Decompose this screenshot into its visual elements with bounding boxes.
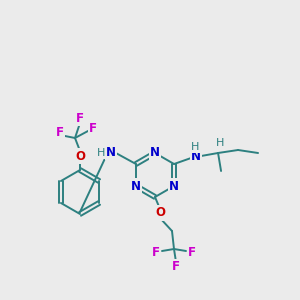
- Text: F: F: [152, 247, 160, 260]
- Text: N: N: [169, 179, 179, 193]
- Text: N: N: [106, 146, 116, 158]
- Text: N: N: [150, 146, 160, 160]
- Text: O: O: [155, 206, 165, 220]
- Text: F: F: [56, 127, 64, 140]
- Text: F: F: [76, 112, 84, 124]
- Text: O: O: [75, 149, 85, 163]
- Text: F: F: [89, 122, 97, 134]
- Text: N: N: [191, 149, 201, 163]
- Text: F: F: [172, 260, 180, 274]
- Text: N: N: [131, 179, 141, 193]
- Text: H: H: [191, 142, 199, 152]
- Text: H: H: [97, 148, 105, 158]
- Text: H: H: [216, 138, 224, 148]
- Text: F: F: [188, 247, 196, 260]
